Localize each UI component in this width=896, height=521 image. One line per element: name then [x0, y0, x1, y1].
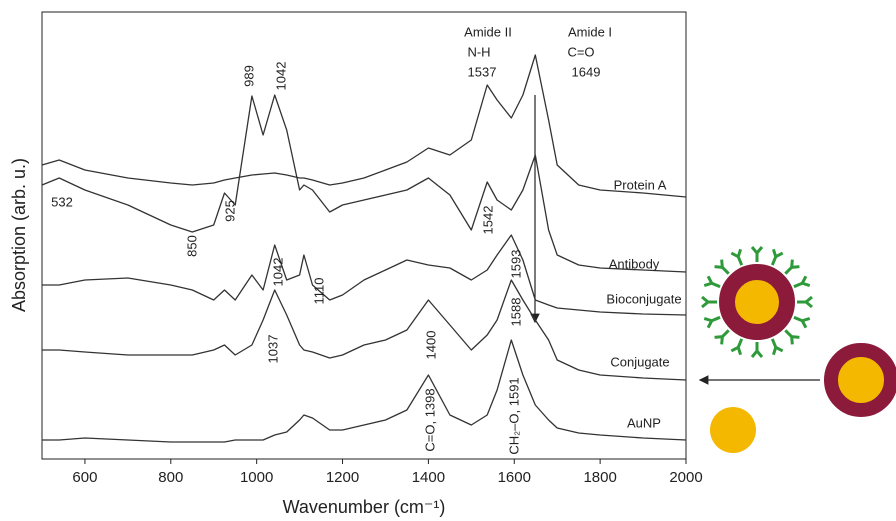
- antibody-glyph: [784, 329, 800, 345]
- x-tick-label: 1000: [240, 469, 273, 486]
- peak-annotation: 1649: [572, 64, 601, 79]
- y-axis-label: Absorption (arb. u.): [9, 158, 29, 312]
- conjugate-icon: [824, 343, 896, 417]
- plot-frame: [41, 11, 687, 460]
- antibody-glyph: [797, 295, 813, 309]
- peak-annotation: 1042: [273, 62, 288, 91]
- antibody-glyph: [750, 246, 764, 262]
- antibody-glyph: [701, 295, 717, 309]
- x-tick-label: 800: [158, 469, 183, 486]
- aunp-icon: [710, 407, 756, 453]
- series-label: AuNP: [627, 415, 661, 430]
- peak-annotation: 1588: [508, 298, 523, 327]
- spectrum-line: [42, 279, 687, 381]
- peak-annotation: 925: [222, 200, 237, 222]
- peak-annotation: 850: [184, 235, 199, 257]
- peak-annotation: 1542: [480, 206, 495, 235]
- peak-annotation: Amide I: [568, 24, 612, 39]
- bioconjugate-shell: [719, 264, 795, 340]
- antibody-glyph: [703, 315, 721, 329]
- peak-annotation: 532: [51, 194, 73, 209]
- antibody-glyph: [784, 259, 800, 275]
- peak-annotation: 989: [241, 65, 256, 87]
- peak-annotation: 1042: [270, 258, 285, 287]
- spectrum-line: [41, 94, 687, 273]
- peak-annotation: 1593: [508, 250, 523, 279]
- antibody-glyph: [793, 315, 811, 329]
- antibody-glyph: [714, 259, 730, 275]
- antibody-glyph: [714, 329, 730, 345]
- peak-annotation: N-H: [467, 44, 490, 59]
- antibody-glyph: [730, 248, 744, 266]
- peak-annotation: C=O: [567, 44, 594, 59]
- antibody-glyph: [703, 275, 721, 289]
- antibody-glyph: [730, 338, 744, 356]
- bioconjugate-icon: [701, 246, 813, 358]
- series-label: Conjugate: [610, 354, 669, 369]
- spectrum-line: [41, 54, 687, 198]
- spectrum-line: [42, 234, 687, 316]
- peak-annotation: CH₂–O, 1591: [506, 377, 521, 454]
- antibody-glyph: [750, 342, 764, 358]
- x-tick-label: 1400: [412, 469, 445, 486]
- antibody-glyph: [793, 275, 811, 289]
- antibody-glyph: [770, 248, 784, 266]
- peak-annotation: 1400: [423, 331, 438, 360]
- peak-annotation: 1537: [468, 64, 497, 79]
- peak-annotation: C=O, 1398: [422, 388, 437, 451]
- peak-annotation: Amide II: [464, 24, 512, 39]
- x-tick-label: 1200: [326, 469, 359, 486]
- x-tick-label: 1800: [583, 469, 616, 486]
- x-tick-label: 600: [72, 469, 97, 486]
- peak-annotation: 1037: [265, 335, 280, 364]
- series-label: Antibody: [609, 256, 660, 271]
- series-label: Bioconjugate: [606, 291, 681, 306]
- series-label: Protein A: [614, 177, 667, 192]
- spectrum-line: [42, 339, 687, 443]
- antibody-glyph: [770, 338, 784, 356]
- x-tick-label: 1600: [498, 469, 531, 486]
- x-tick-label: 2000: [669, 469, 702, 486]
- peak-annotation: 1110: [311, 278, 326, 305]
- x-axis-label: Wavenumber (cm⁻¹): [283, 497, 446, 517]
